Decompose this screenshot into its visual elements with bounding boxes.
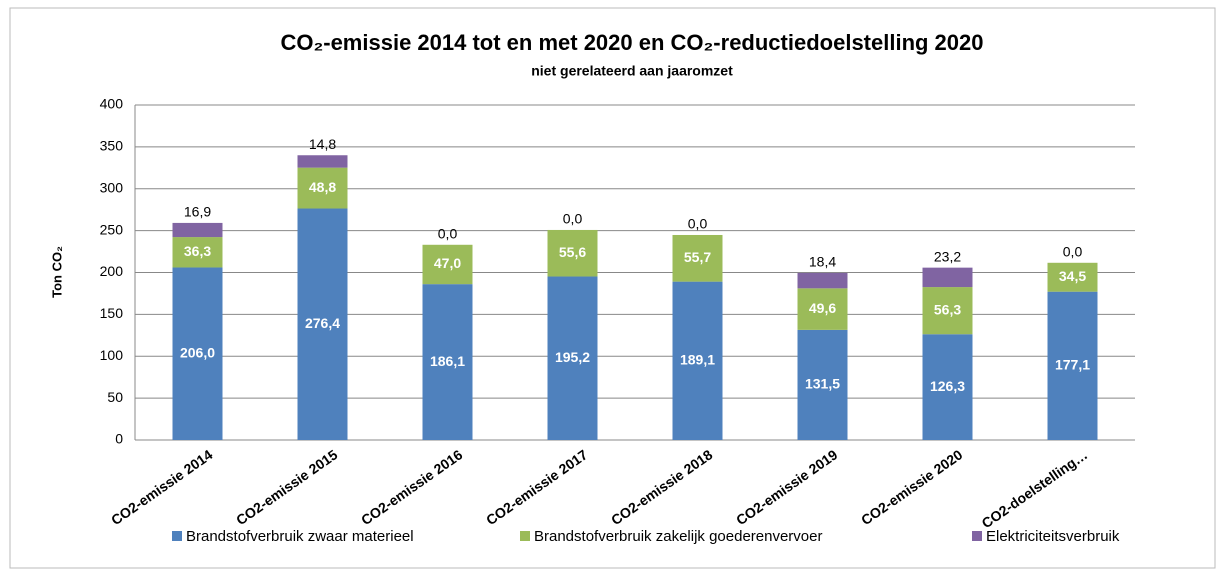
data-label: 49,6 bbox=[809, 300, 836, 316]
data-label: 47,0 bbox=[434, 255, 461, 271]
data-label: 0,0 bbox=[1063, 243, 1083, 259]
bar-segment bbox=[297, 167, 348, 209]
bar-segment bbox=[1047, 291, 1098, 440]
y-axis-label: Ton CO₂ bbox=[49, 246, 64, 298]
data-label: 18,4 bbox=[809, 254, 836, 270]
chart-title: CO₂-emissie 2014 tot en met 2020 en CO₂-… bbox=[280, 30, 983, 55]
y-tick-label: 150 bbox=[100, 305, 124, 321]
legend-swatch bbox=[520, 531, 530, 541]
y-tick-label: 400 bbox=[100, 96, 124, 112]
data-label: 14,8 bbox=[309, 136, 336, 152]
bar-segment bbox=[797, 272, 848, 289]
y-tick-label: 350 bbox=[100, 138, 124, 154]
legend-label: Brandstofverbruik zakelijk goederenvervo… bbox=[534, 528, 822, 545]
data-label: 276,4 bbox=[305, 315, 340, 331]
bar-segment bbox=[797, 288, 848, 330]
bar-segment bbox=[672, 281, 723, 440]
bar-segment bbox=[797, 329, 848, 440]
legend-swatch bbox=[972, 531, 982, 541]
data-label: 189,1 bbox=[680, 352, 715, 368]
legend-label: Elektriciteitsverbruik bbox=[986, 528, 1120, 545]
data-label: 131,5 bbox=[805, 376, 840, 392]
data-label: 23,2 bbox=[934, 248, 961, 264]
data-label: 0,0 bbox=[688, 216, 708, 232]
y-tick-label: 100 bbox=[100, 347, 124, 363]
y-tick-label: 50 bbox=[107, 389, 123, 405]
legend-label: Brandstofverbruik zwaar materieel bbox=[186, 528, 414, 545]
bar-segment bbox=[422, 244, 473, 285]
legend-swatch bbox=[172, 531, 182, 541]
data-label: 206,0 bbox=[180, 344, 215, 360]
data-label: 34,5 bbox=[1059, 268, 1086, 284]
data-label: 36,3 bbox=[184, 243, 211, 259]
data-label: 177,1 bbox=[1055, 357, 1090, 373]
data-label: 0,0 bbox=[438, 225, 458, 241]
bar-segment bbox=[172, 267, 223, 440]
data-label: 0,0 bbox=[563, 211, 583, 227]
bar-segment bbox=[922, 334, 973, 440]
data-label: 126,3 bbox=[930, 378, 965, 394]
bar-segment bbox=[922, 287, 973, 335]
data-label: 56,3 bbox=[934, 301, 961, 317]
bar-segment bbox=[1047, 262, 1098, 292]
bar-segment bbox=[672, 234, 723, 282]
data-label: 16,9 bbox=[184, 204, 211, 220]
bar-segment bbox=[172, 237, 223, 268]
chart-subtitle: niet gerelateerd aan jaaromzet bbox=[531, 63, 733, 79]
y-tick-label: 300 bbox=[100, 179, 124, 195]
bar-segment bbox=[922, 267, 973, 288]
y-tick-label: 0 bbox=[115, 431, 123, 447]
bar-segment bbox=[547, 276, 598, 440]
data-label: 186,1 bbox=[430, 353, 465, 369]
data-label: 48,8 bbox=[309, 179, 336, 195]
y-tick-label: 200 bbox=[100, 263, 124, 279]
data-label: 55,6 bbox=[559, 244, 586, 260]
data-label: 195,2 bbox=[555, 349, 590, 365]
bar-segment bbox=[422, 284, 473, 440]
data-label: 55,7 bbox=[684, 249, 711, 265]
bar-segment bbox=[297, 208, 348, 440]
bar-segment bbox=[172, 222, 223, 238]
y-tick-label: 250 bbox=[100, 221, 124, 237]
bar-segment bbox=[297, 155, 348, 168]
bar-segment bbox=[547, 229, 598, 277]
